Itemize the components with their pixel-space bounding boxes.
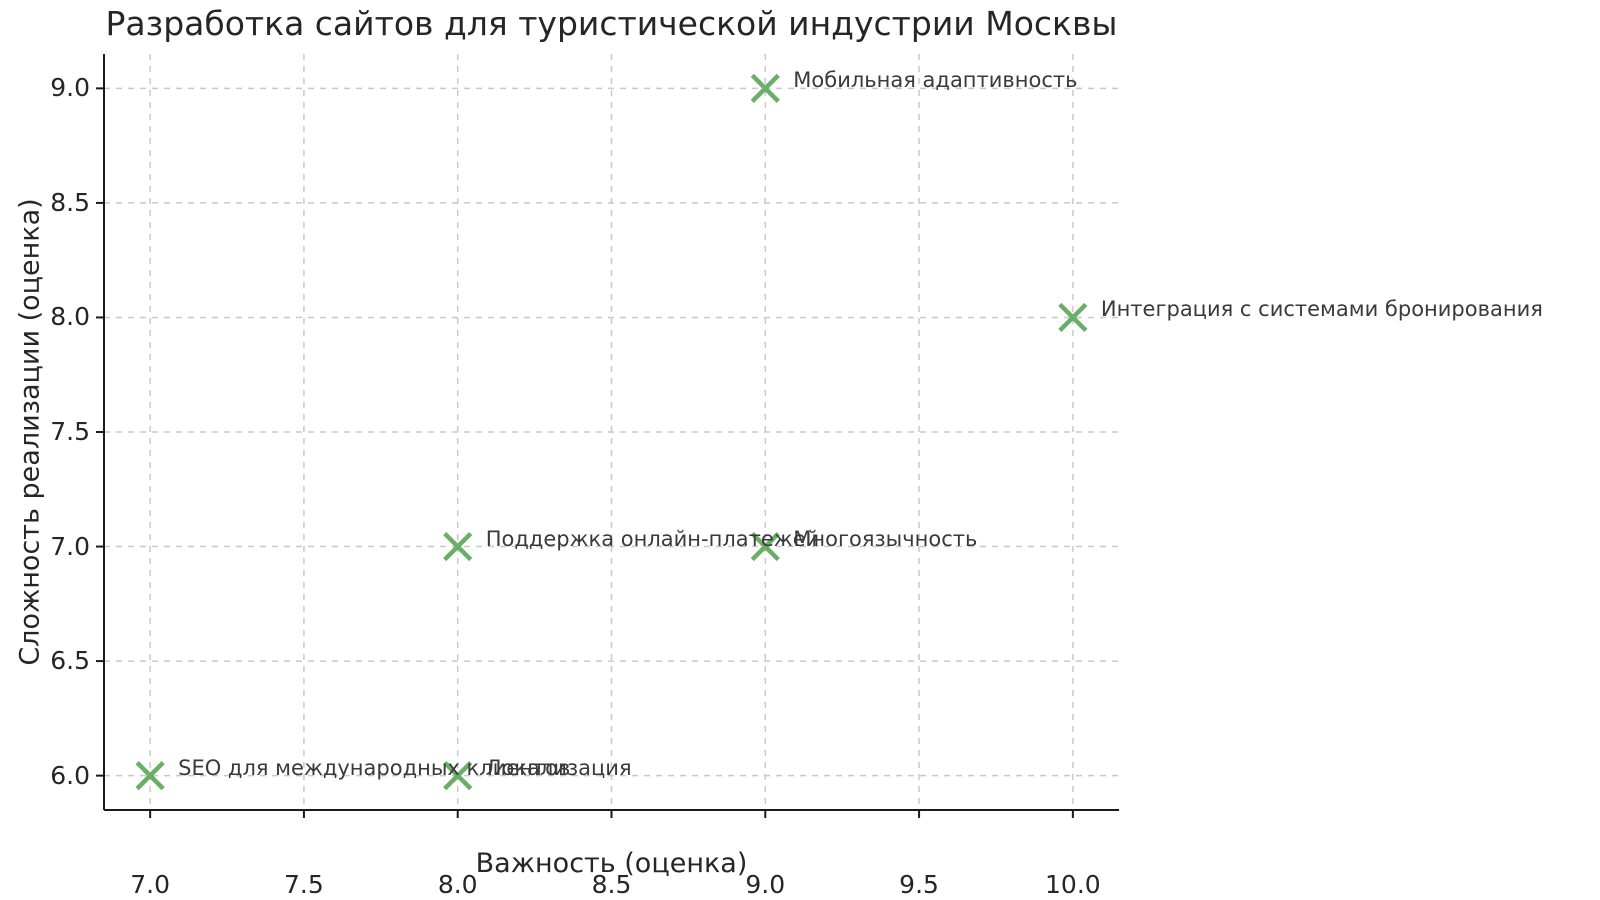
x-tick-label: 7.5 (284, 870, 324, 899)
x-tick-label: 8.0 (437, 870, 478, 899)
x-axis-label: Важность (оценка) (475, 848, 748, 879)
y-tick-label: 7.0 (50, 531, 90, 561)
point-annotation: Многоязычность (793, 526, 978, 551)
x-tick-label: 9.5 (899, 870, 939, 899)
scatter-marker-x-icon (443, 531, 473, 562)
x-tick-label: 8.5 (591, 870, 632, 899)
y-tick-label: 6.0 (50, 760, 90, 790)
y-tick-label: 9.0 (50, 73, 90, 103)
plot-area: 7.0 7.5 8.0 8.5 9.0 9.5 10.0 6.0 6.5 7.0 7.5 8.0 8.5… (50, 54, 1543, 899)
y-tick-label: 7.5 (50, 417, 90, 446)
plot-canvas (96, 54, 1119, 818)
scatter-marker-x-icon (443, 761, 473, 791)
point-annotation: Интеграция с системами бронирования (1100, 297, 1543, 322)
scatter-marker-x-icon (135, 761, 165, 791)
x-tick-label: 10.0 (1045, 870, 1101, 899)
y-tick-label: 6.5 (50, 646, 90, 676)
scatter-marker-x-icon (750, 73, 780, 103)
chart-title: Разработка сайтов для туристической инду… (105, 4, 1118, 43)
y-tick-label: 8.0 (50, 302, 90, 332)
point-annotation: Локализация (485, 755, 632, 780)
x-tick-label: 7.0 (130, 870, 170, 899)
scatter-marker-x-icon (1058, 302, 1088, 333)
scatter-marker-x-icon (750, 531, 780, 562)
point-annotation: Мобильная адаптивность (793, 68, 1078, 93)
y-tick-label: 8.5 (50, 187, 90, 217)
point-annotation: Поддержка онлайн-платежей (485, 526, 820, 551)
point-annotation: SEO для международных клиентов (178, 755, 571, 780)
x-tick-label: 9.0 (745, 870, 786, 899)
